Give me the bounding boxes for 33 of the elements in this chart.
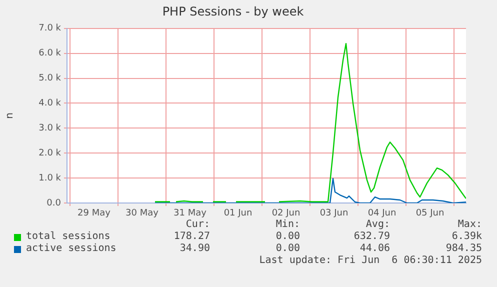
text: 34.90 <box>178 243 210 254</box>
y-tick-label: 5.0 k <box>38 74 62 84</box>
text: 178.27 <box>172 231 210 242</box>
x-tick-label: 01 Jun <box>224 208 252 219</box>
text: 0.00 <box>274 243 300 254</box>
text: 632.79 <box>352 231 390 242</box>
text: Cur: <box>184 219 210 230</box>
x-tick-label: 30 May <box>126 208 160 219</box>
y-tick-label: 0.0 <box>46 198 62 208</box>
y-tick-label: 4.0 k <box>38 98 62 109</box>
chart-title: PHP Sessions - by week <box>162 4 304 18</box>
y-tick-label: 3.0 k <box>38 124 62 134</box>
text: Last update: Fri Jun 6 06:30:11 2025 <box>258 255 483 267</box>
x-tick-label: 04 Jun <box>368 208 396 219</box>
x-tick-label: 03 Jun <box>320 208 348 219</box>
y-tick-label: 7.0 k <box>38 24 62 34</box>
x-tick-label: 02 Jun <box>272 208 300 219</box>
y-tick-label: 2.0 k <box>38 148 62 158</box>
text: 984.35 <box>444 243 482 254</box>
legend-label: total sessions <box>26 231 110 242</box>
x-tick-label: 29 May <box>78 208 112 219</box>
x-tick-label: 31 May <box>174 208 208 219</box>
y-tick-label: 6.0 k <box>38 48 62 59</box>
legend-label: active sessions <box>26 243 116 254</box>
text: 0.00 <box>274 231 300 242</box>
y-tick-label: 1.0 k <box>38 173 62 184</box>
text: 44.06 <box>358 243 390 254</box>
text: Min: <box>274 219 300 230</box>
text: 6.39k <box>450 231 482 242</box>
y-axis-title: n <box>4 112 16 119</box>
x-tick-label: 05 Jun <box>416 208 444 219</box>
text: Avg: <box>364 219 390 230</box>
text: Max: <box>456 219 482 230</box>
